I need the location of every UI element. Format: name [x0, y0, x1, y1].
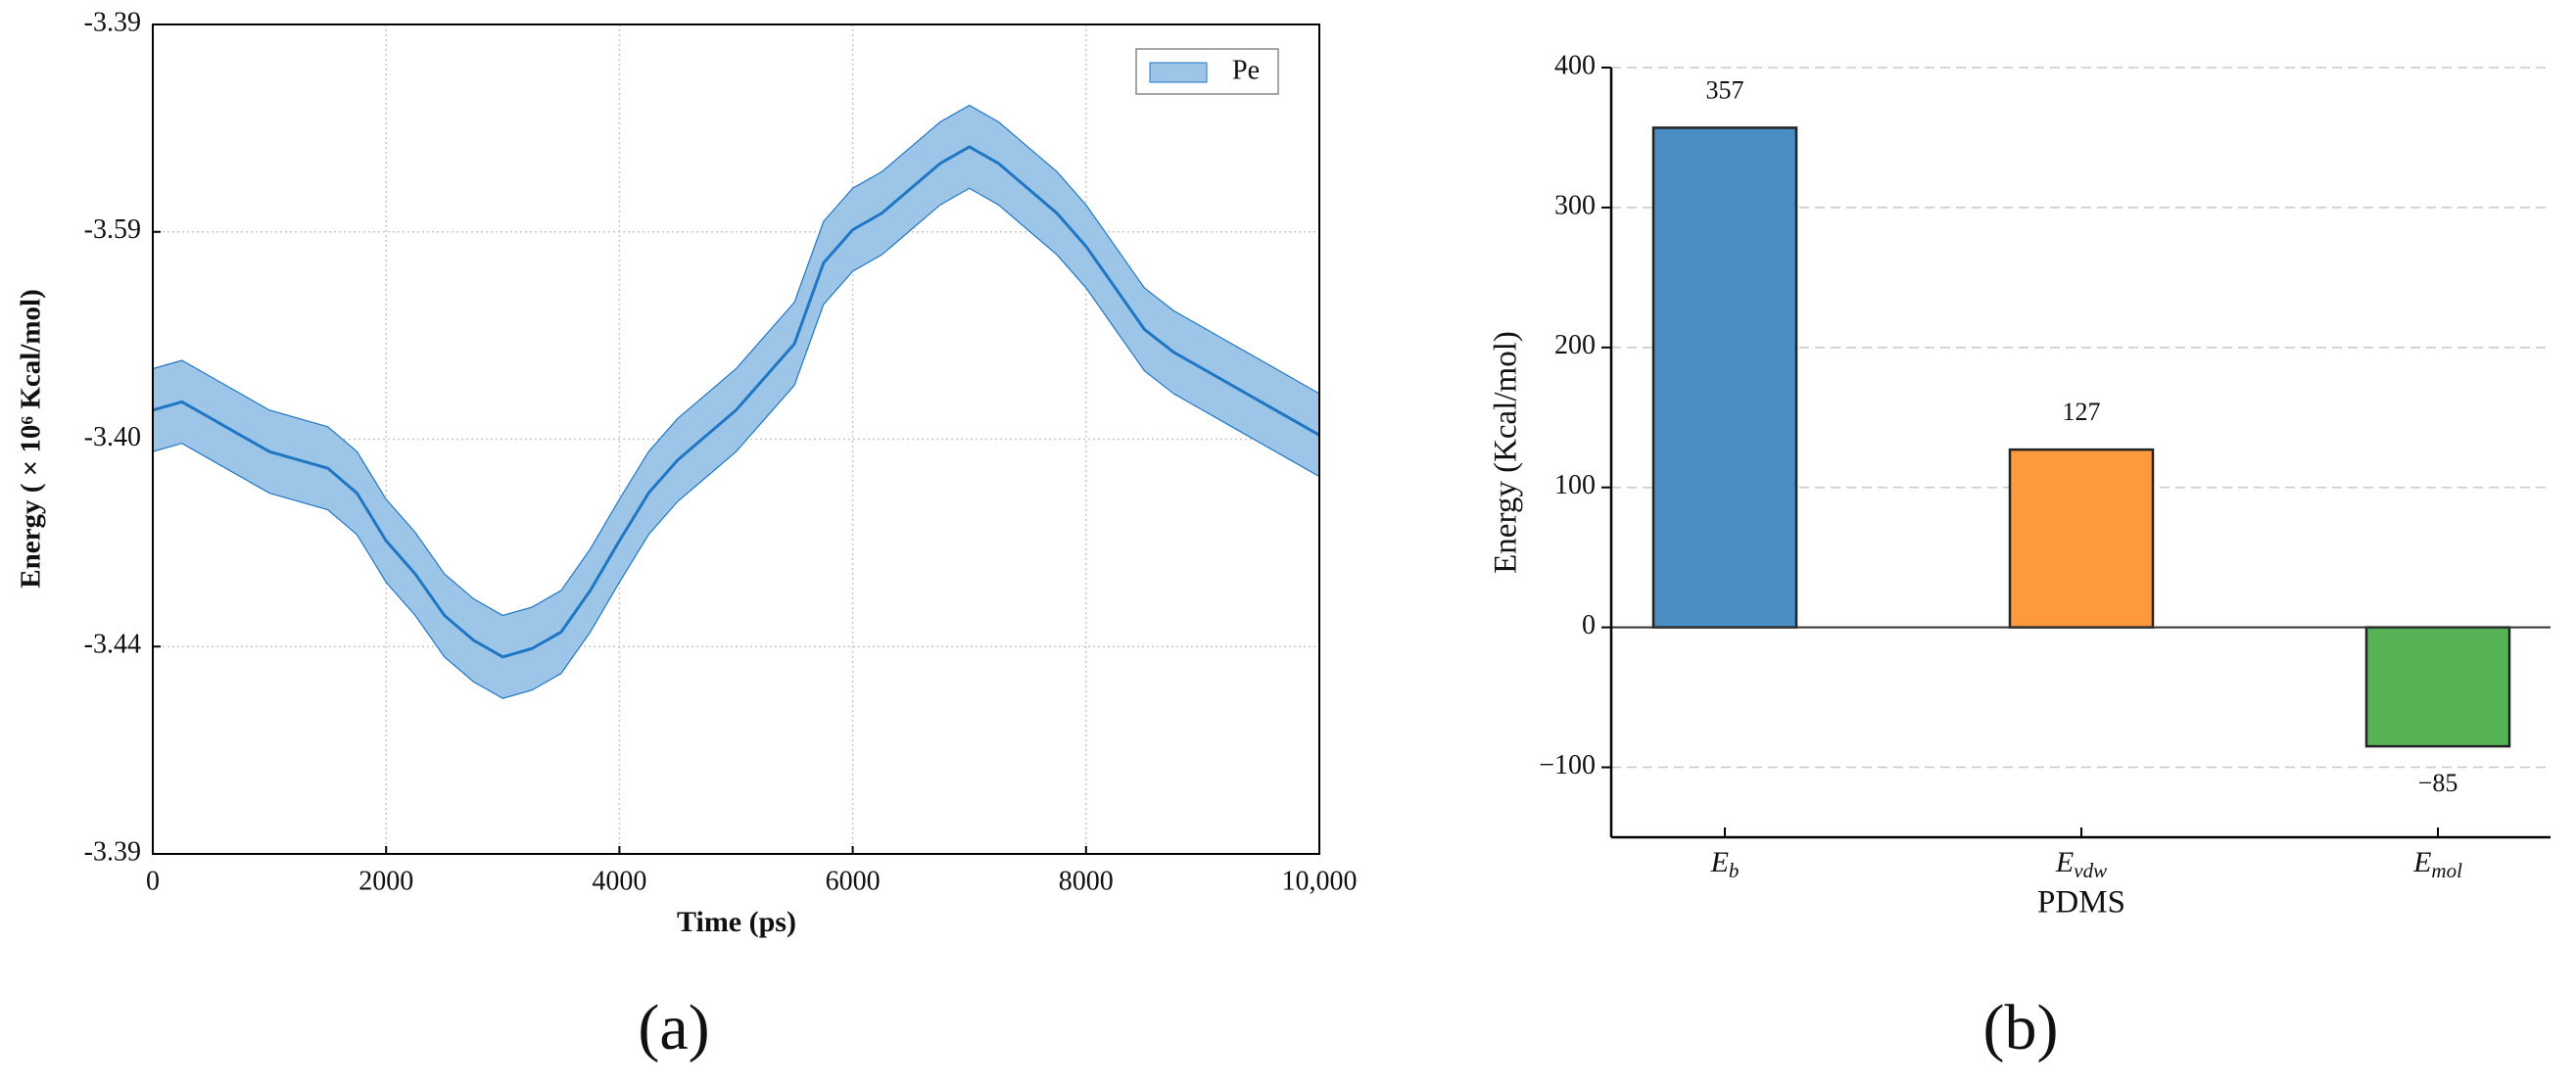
x-tick-label-main: E: [1710, 846, 1729, 878]
x-tick-label: Emol: [2412, 846, 2462, 882]
x-tick-label: 8000: [1059, 866, 1114, 896]
x-tick-label: Evdw: [2055, 846, 2107, 882]
legend-label: Pe: [1232, 55, 1260, 85]
x-tick-label-sub: vdw: [2074, 859, 2107, 882]
data-label: −85: [2418, 769, 2458, 797]
x-tick-label-sub: b: [1729, 859, 1740, 882]
line: [152, 145, 1320, 659]
y-tick-label: -3.44: [84, 630, 141, 660]
x-tick-label-sub: mol: [2431, 859, 2462, 882]
bar: [2008, 448, 2155, 629]
x-axis-label: PDMS: [2037, 885, 2125, 921]
y-tick-label: -3.39: [84, 7, 141, 37]
plot-frame: [152, 24, 1320, 855]
x-tick-label: 10,000: [1282, 866, 1358, 896]
x-tick-label-main: E: [2412, 846, 2431, 878]
x-tick-label-main: E: [2055, 846, 2074, 878]
panel-label: (a): [638, 992, 709, 1063]
y-tick-label: −100: [1539, 750, 1596, 780]
band: [152, 104, 1320, 699]
panel-label: (b): [1983, 992, 2059, 1063]
data-label: 127: [2063, 398, 2101, 426]
x-tick-label: 2000: [358, 866, 413, 896]
y-tick-label: 0: [1582, 610, 1596, 640]
y-tick-label: -3.59: [84, 214, 141, 245]
y-tick-label: 100: [1554, 470, 1596, 500]
y-axis-label: Energy ( × 10⁶ Kcal/mol): [16, 289, 47, 589]
bar: [2364, 626, 2511, 748]
y-axis-label: Energy (Kcal/mol): [1489, 331, 1524, 574]
legend-swatch: [1149, 62, 1208, 83]
data-label: 357: [1706, 75, 1744, 104]
bar: [1651, 126, 1798, 629]
y-tick-label: 200: [1554, 330, 1596, 360]
x-tick-label: Eb: [1710, 846, 1740, 882]
x-tick-label: 4000: [592, 866, 646, 896]
x-tick-label: 0: [146, 866, 160, 896]
y-tick-label: -3.39: [84, 836, 141, 867]
x-axis-label: Time (ps): [677, 906, 796, 938]
x-tick-label: 6000: [826, 866, 881, 896]
y-tick-label: -3.40: [84, 422, 141, 452]
y-tick-label: 400: [1554, 50, 1596, 80]
y-tick-label: 300: [1554, 190, 1596, 220]
